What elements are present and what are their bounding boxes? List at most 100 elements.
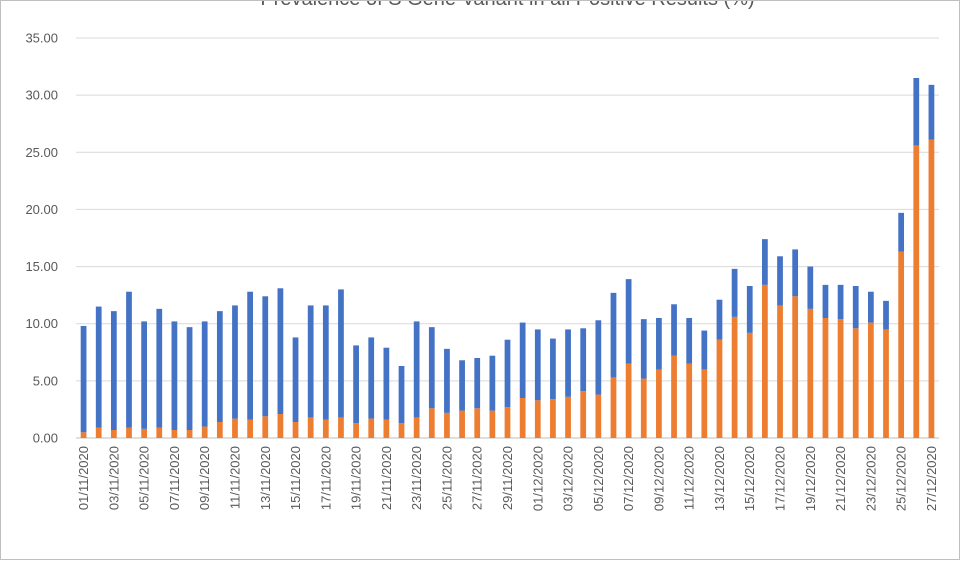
bar-blue-segment (156, 308, 163, 428)
y-tick-label: 30.00 (25, 88, 58, 103)
bar-orange-segment (610, 377, 617, 438)
bar-blue-segment (353, 345, 359, 424)
bar-orange-segment (686, 363, 693, 438)
bar-orange-segment (565, 396, 571, 438)
bar-orange-segment (368, 418, 375, 438)
bar-orange-segment (519, 398, 526, 438)
bar-blue-segment (110, 311, 117, 430)
bar-orange-segment (232, 418, 238, 438)
bar-blue-segment (792, 249, 799, 297)
bar-blue-segment (216, 311, 223, 422)
x-tick-label: 29/11/2020 (500, 446, 515, 510)
bar-blue-segment (701, 330, 708, 370)
bar-blue-segment (852, 286, 859, 329)
bar-orange-segment (595, 394, 602, 438)
bar-orange-segment (852, 328, 859, 438)
y-tick-label: 10.00 (25, 316, 58, 331)
bar-orange-segment (247, 419, 253, 438)
bar-orange-segment (95, 427, 102, 438)
bar-orange-segment (307, 417, 314, 438)
x-tick-label: 07/11/2020 (167, 446, 182, 510)
bar-blue-segment (307, 305, 314, 418)
bar-orange-segment (716, 339, 723, 438)
x-tick-label: 13/11/2020 (258, 446, 273, 510)
x-tick-label: 17/11/2020 (318, 446, 333, 510)
bar-blue-segment (201, 321, 208, 427)
bar-blue-segment (928, 84, 935, 140)
x-tick-label: 07/12/2020 (621, 446, 636, 511)
bar-blue-segment (656, 318, 662, 370)
bar-blue-segment (383, 347, 390, 420)
bar-orange-segment (292, 422, 299, 438)
bar-blue-segment (413, 321, 420, 418)
bar-orange-segment (534, 400, 541, 438)
bar-blue-segment (474, 358, 481, 409)
bar-blue-segment (550, 338, 556, 400)
bar-blue-segment (898, 212, 905, 252)
bar-orange-segment (277, 414, 284, 438)
bar-orange-segment (550, 399, 556, 438)
y-tick-label: 15.00 (25, 259, 58, 274)
x-tick-label: 03/11/2020 (106, 446, 121, 510)
bar-blue-segment (186, 327, 193, 430)
bar-orange-segment (216, 422, 223, 438)
y-tick-label: 20.00 (25, 202, 58, 217)
bar-blue-segment (80, 326, 87, 433)
bar-blue-segment (610, 292, 617, 378)
y-axis-ticks: 0.00 5.00 10.00 15.00 20.00 25.00 30.00 35.00 (25, 31, 58, 446)
bar-orange-segment (353, 423, 359, 438)
bar-orange-segment (504, 407, 511, 438)
x-tick-label: 15/12/2020 (742, 446, 757, 511)
x-tick-label: 19/11/2020 (349, 446, 364, 510)
bar-orange-segment (913, 145, 920, 438)
bar-orange-segment (883, 329, 889, 438)
bar-orange-segment (867, 322, 874, 438)
bar-orange-segment (110, 430, 117, 438)
bar-blue-segment (867, 291, 874, 323)
bar-blue-segment (444, 348, 450, 413)
x-tick-label: 05/11/2020 (137, 446, 152, 510)
bar-orange-segment (777, 305, 783, 438)
x-tick-label: 09/11/2020 (197, 446, 212, 510)
bar-orange-segment (671, 355, 677, 438)
bar-blue-segment (640, 319, 647, 379)
bar-blue-segment (580, 328, 587, 392)
bar-blue-segment (837, 284, 844, 320)
bar-orange-segment (580, 391, 587, 438)
bar-orange-segment (262, 416, 269, 438)
bar-orange-segment (201, 426, 208, 438)
bars (80, 78, 935, 438)
x-tick-label: 19/12/2020 (803, 446, 818, 511)
x-tick-label: 27/12/2020 (924, 446, 939, 511)
x-tick-label: 17/12/2020 (773, 446, 788, 511)
x-tick-label: 23/12/2020 (863, 446, 878, 511)
x-tick-label: 15/11/2020 (288, 446, 303, 510)
y-tick-label: 0.00 (33, 431, 58, 446)
y-tick-label: 5.00 (33, 373, 58, 388)
x-tick-label: 21/12/2020 (833, 446, 848, 511)
bar-orange-segment (322, 419, 329, 438)
x-tick-label: 25/11/2020 (439, 446, 454, 510)
x-tick-label: 27/11/2020 (470, 446, 485, 510)
bar-blue-segment (519, 322, 526, 398)
bar-orange-segment (928, 139, 935, 438)
x-tick-label: 23/11/2020 (409, 446, 424, 510)
bar-orange-segment (792, 296, 799, 438)
bar-blue-segment (822, 284, 829, 318)
y-tick-label: 35.00 (25, 31, 58, 46)
chart-title: Prevalence of S Gene Variant in all Posi… (260, 1, 754, 10)
bar-orange-segment (701, 369, 708, 438)
bar-blue-segment (716, 299, 723, 340)
bar-orange-segment (474, 408, 481, 438)
bar-orange-segment (156, 427, 163, 438)
bar-orange-segment (80, 432, 87, 438)
bar-blue-segment (247, 291, 253, 420)
bar-blue-segment (428, 327, 435, 409)
bar-orange-segment (398, 423, 405, 438)
x-tick-label: 01/12/2020 (530, 446, 545, 511)
bar-orange-segment (731, 316, 738, 438)
bar-blue-segment (534, 329, 541, 401)
bar-blue-segment (777, 256, 783, 306)
bar-orange-segment (338, 417, 344, 438)
